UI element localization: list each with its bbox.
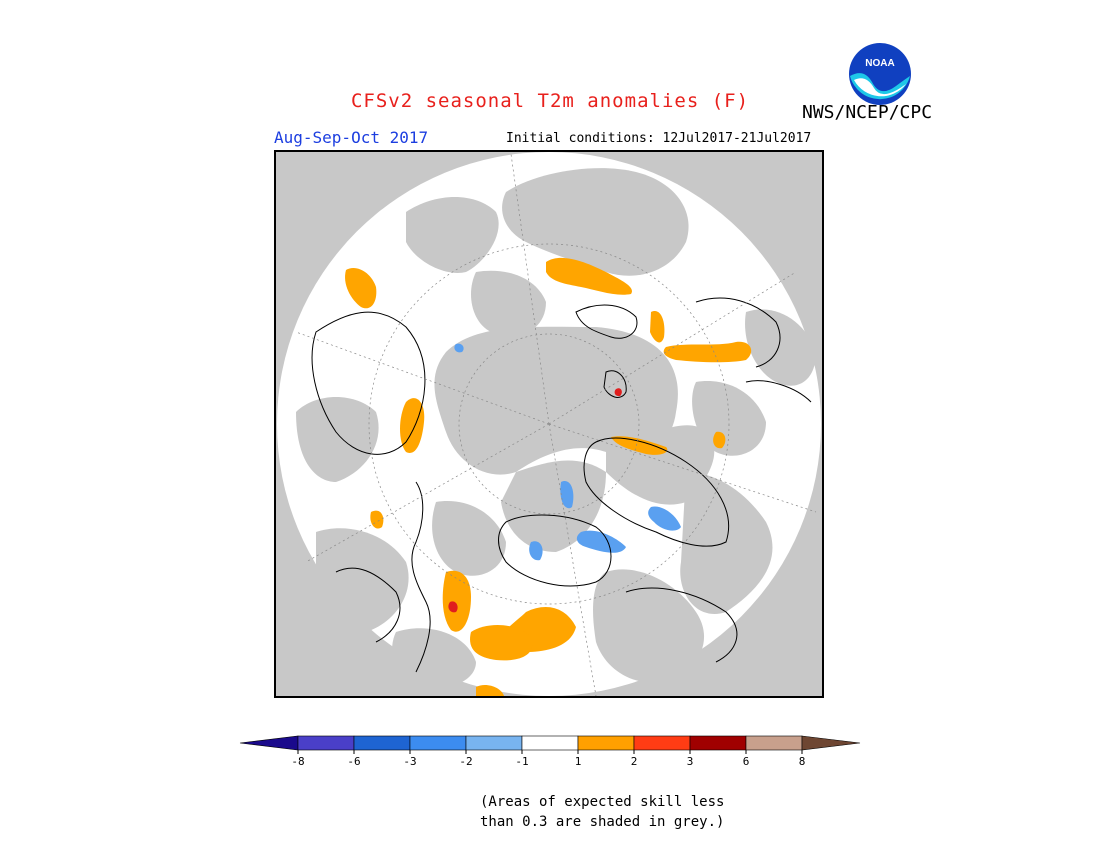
color-legend: -8 -6 -3 -2 -1 1 2 3 6 8 [238,730,868,774]
coastlines [311,297,812,673]
organization-label: NWS/NCEP/CPC [802,102,933,123]
legend-swatch [801,735,861,751]
legend-swatch [633,735,691,751]
skill-note-line2: than 0.3 are shaded in grey.) [480,814,725,830]
initial-conditions-label: Initial conditions: 12Jul2017-21Jul2017 [506,131,812,146]
legend-swatch [297,735,355,751]
legend-tick-label: -2 [459,755,472,768]
legend-swatch [577,735,635,751]
legend-tick-label: 8 [799,755,806,768]
legend-tick-label: -1 [515,755,528,768]
legend-tick-label: -8 [291,755,304,768]
legend-swatch [689,735,747,751]
strong-warm-anomaly-regions [448,388,622,613]
skill-note: (Areas of expected skill less than 0.3 a… [480,792,724,832]
legend-swatch [239,735,299,751]
legend-swatch [409,735,467,751]
chart-title: CFSv2 seasonal T2m anomalies (F) [350,90,750,112]
legend-swatch [521,735,579,751]
noaa-logo: NOAA [848,42,912,106]
legend-tick-label: 6 [743,755,750,768]
map-panel [274,150,824,698]
legend-tick-label: 1 [575,755,582,768]
legend-tick-label: -3 [403,755,416,768]
legend-tick-label: -6 [347,755,360,768]
cool-anomaly-regions [454,343,681,561]
legend-swatch [745,735,803,751]
legend-swatch [353,735,411,751]
season-label: Aug-Sep-Oct 2017 [274,128,429,147]
warm-anomaly-regions [345,257,752,696]
legend-tick-label: 3 [687,755,694,768]
skill-note-line1: (Areas of expected skill less [480,794,725,810]
legend-tick-label: 2 [631,755,638,768]
graticule [295,153,817,696]
legend-swatch [465,735,523,751]
noaa-logo-text: NOAA [865,58,894,69]
polar-anomaly-map [276,152,822,696]
color-legend-bar: -8 -6 -3 -2 -1 1 2 3 6 8 [239,735,861,768]
